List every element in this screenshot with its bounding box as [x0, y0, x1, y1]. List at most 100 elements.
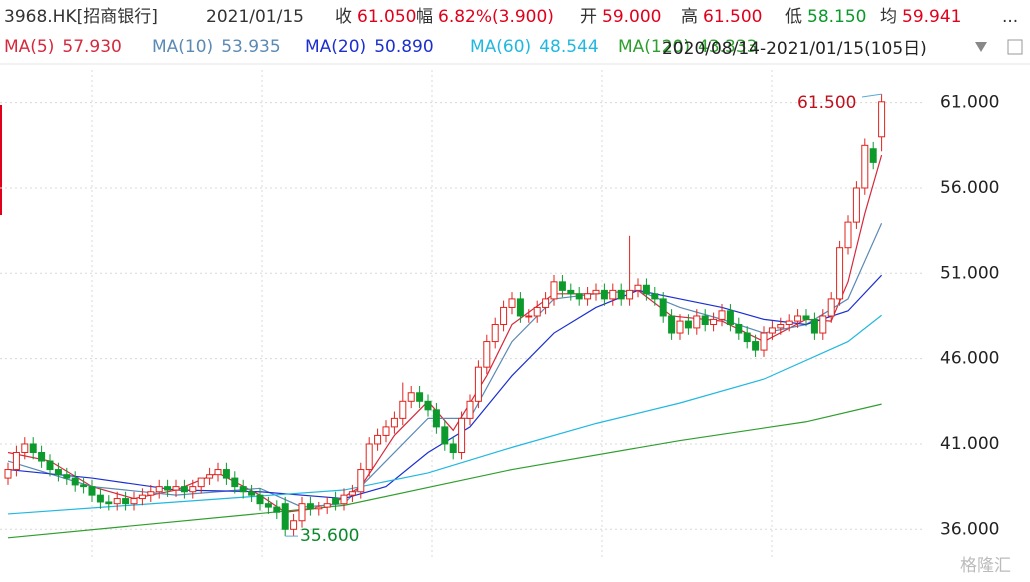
candle-body	[575, 293, 583, 300]
info-label: 均	[880, 7, 897, 27]
candle-body	[466, 400, 474, 419]
legend-value: 57.930	[62, 37, 121, 57]
candle-body	[38, 451, 46, 462]
candle-body	[374, 434, 382, 445]
candle-body	[424, 400, 432, 411]
candle-body	[88, 486, 96, 496]
more[interactable]: ...	[1002, 7, 1018, 27]
candle-body	[458, 417, 466, 453]
candle-body	[785, 320, 793, 326]
candle-body	[315, 506, 323, 510]
candle-body	[684, 320, 692, 329]
candle-body	[138, 494, 146, 500]
candle-body	[206, 474, 214, 479]
candle-body	[726, 310, 734, 326]
legend-value: 50.890	[374, 37, 433, 57]
candle-body	[147, 491, 155, 496]
legend-entry: MA(120) 43.333	[618, 37, 758, 57]
candle-body	[676, 320, 684, 334]
candle-body	[483, 341, 491, 368]
candle-body	[63, 474, 71, 479]
candle-body	[46, 460, 54, 471]
candle-body	[54, 469, 62, 476]
candle-body	[844, 221, 852, 249]
candle-body	[659, 298, 667, 317]
info-value: 58.150	[807, 7, 866, 27]
candle-body	[642, 284, 650, 295]
candle-body	[273, 506, 281, 513]
legend-entry: MA(20) 50.890	[305, 37, 434, 57]
y-tick-label: 46.000	[940, 349, 999, 369]
candle-body	[508, 298, 516, 308]
legend-name: MA(10)	[152, 37, 213, 57]
y-tick-label: 61.000	[940, 93, 999, 113]
candle-body	[390, 417, 398, 428]
candle-body	[407, 392, 415, 402]
candle-body	[516, 298, 524, 317]
candle-body	[600, 289, 608, 300]
settings-icon[interactable]	[1007, 39, 1023, 55]
legend-name: MA(5)	[4, 37, 54, 57]
candle-body	[357, 469, 365, 493]
candle-body	[449, 443, 457, 453]
candle-body	[4, 469, 12, 479]
y-tick-label: 36.000	[940, 519, 999, 539]
candle-body	[29, 443, 37, 453]
dropdown-arrow[interactable]	[975, 42, 987, 52]
candle-body	[432, 409, 440, 428]
candle-body	[122, 498, 130, 505]
candle-body	[164, 486, 172, 491]
candle-body	[189, 486, 197, 493]
candle-body	[794, 315, 802, 322]
candle-body	[222, 469, 230, 479]
annotation: 35.600	[300, 526, 359, 546]
candle-body	[491, 324, 499, 343]
candle-body	[827, 298, 835, 317]
candle-body	[298, 503, 306, 522]
legend-value: 43.333	[698, 37, 757, 57]
info-label: 收	[335, 7, 352, 27]
legend-entry: MA(60) 48.544	[470, 37, 599, 57]
candle-body	[584, 293, 592, 300]
candle-body	[365, 443, 373, 471]
candle-body	[550, 281, 558, 300]
legend-value: 53.935	[221, 37, 280, 57]
candle-body	[852, 187, 860, 223]
candle-body	[567, 289, 575, 295]
candle-body	[399, 400, 407, 419]
candle-body	[525, 315, 533, 318]
candle-body	[172, 486, 180, 491]
info-value: 61.050	[357, 7, 416, 27]
candle-body	[332, 498, 340, 505]
candle-body	[558, 281, 566, 291]
candle-body	[810, 318, 818, 334]
side-marker	[0, 105, 2, 215]
candle-body	[96, 494, 104, 503]
candle-body	[105, 501, 113, 505]
candle-body	[819, 315, 827, 334]
candle-body	[735, 324, 743, 334]
candle-body	[743, 332, 751, 343]
candle-body	[180, 486, 188, 493]
legend-entry: MA(5) 57.930	[4, 37, 122, 57]
candle-body	[306, 503, 314, 510]
watermark: 格隆汇	[960, 556, 1011, 576]
candle-body	[348, 491, 356, 496]
candle-body	[609, 289, 617, 300]
info-value: 59.941	[902, 7, 961, 27]
candle-body	[869, 148, 877, 163]
legend-entry: MA(10) 53.935	[152, 37, 281, 57]
candle-body	[197, 477, 205, 488]
candle-body	[768, 327, 776, 334]
candle-body	[71, 477, 79, 486]
candle-body	[760, 332, 768, 351]
candle-body	[239, 486, 247, 493]
candle-body	[500, 306, 508, 326]
candle-body	[264, 503, 272, 508]
candle-body	[878, 101, 886, 138]
candle-body	[441, 426, 449, 445]
legend-name: MA(60)	[470, 37, 531, 57]
candle-body	[80, 484, 88, 488]
